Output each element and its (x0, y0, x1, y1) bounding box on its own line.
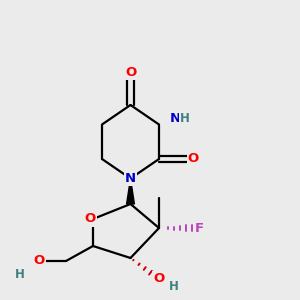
Text: F: F (195, 221, 204, 235)
Text: N: N (125, 172, 136, 185)
Text: O: O (188, 152, 199, 166)
Text: O: O (153, 272, 165, 286)
Text: O: O (84, 212, 96, 226)
Text: H: H (169, 280, 179, 293)
Text: N: N (170, 112, 181, 125)
Text: O: O (33, 254, 45, 268)
Polygon shape (127, 178, 134, 204)
Text: H: H (15, 268, 24, 281)
Text: H: H (180, 112, 189, 125)
Text: O: O (125, 65, 136, 79)
